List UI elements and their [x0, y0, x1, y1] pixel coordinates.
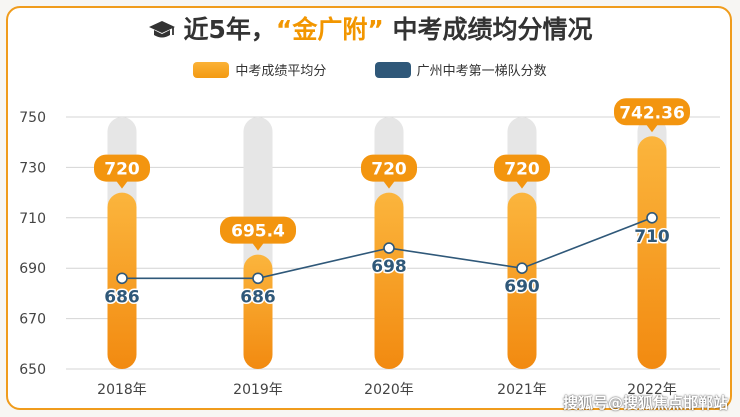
legend-swatch-average [193, 62, 230, 78]
title-suffix: 中考成绩均分情况 [383, 15, 593, 44]
y-tick-label: 690 [19, 261, 46, 277]
title-highlight: “金广附” [275, 15, 384, 44]
legend-item-average: 中考成绩平均分 [193, 60, 326, 79]
bar-value-bubble [220, 216, 296, 244]
x-tick-label: 2022年 [627, 382, 677, 398]
bar-value-label: 720 [371, 160, 407, 180]
x-tick-label: 2020年 [364, 382, 414, 398]
first-tier-point [252, 272, 264, 285]
first-tier-point [383, 242, 395, 254]
bar [243, 254, 273, 369]
first-tier-point [516, 262, 528, 275]
bar-value-label: 695.4 [231, 222, 285, 242]
bar-value-pointer [116, 180, 128, 189]
first-tier-value-label: 698 [371, 257, 407, 277]
y-tick-label: 710 [19, 211, 46, 227]
y-tick-label: 730 [19, 160, 46, 176]
bar-value-bubble [494, 154, 550, 182]
bar [374, 192, 404, 369]
bar-value-label: 742.36 [619, 103, 685, 123]
legend-swatch-first-tier [374, 62, 411, 78]
legend-label-first-tier: 广州中考第一梯队分数 [416, 64, 547, 79]
first-tier-value-label: 690 [504, 277, 540, 297]
bar-value-label: 720 [504, 160, 540, 180]
bar [637, 136, 667, 369]
graduation-cap-icon [148, 18, 176, 47]
bar-value-pointer [252, 242, 264, 251]
bar-value-label: 720 [104, 160, 140, 180]
first-tier-point [646, 212, 658, 224]
y-tick-label: 670 [19, 312, 46, 328]
bar [507, 192, 537, 369]
chart-title: 近5年，“金广附” 中考成绩均分情况 [0, 10, 740, 47]
y-tick-label: 650 [19, 362, 46, 378]
legend-item-first-tier: 广州中考第一梯队分数 [374, 60, 547, 79]
bar-value-pointer [383, 180, 395, 189]
bar-value-bubble [361, 154, 417, 182]
y-tick-label: 750 [19, 110, 46, 126]
bar-value-bubble [94, 154, 150, 182]
x-tick-label: 2019年 [233, 382, 283, 398]
first-tier-value-label: 686 [104, 287, 140, 307]
watermark: 搜狐号@搜狐焦点邯郸站 [562, 394, 728, 412]
legend-label-average: 中考成绩平均分 [235, 64, 327, 79]
first-tier-value-label: 710 [634, 227, 670, 247]
first-tier-value-label: 686 [240, 287, 276, 307]
chart-legend: 中考成绩平均分 广州中考第一梯队分数 [0, 60, 740, 79]
x-tick-label: 2018年 [97, 382, 147, 398]
x-tick-label: 2021年 [497, 382, 547, 398]
first-tier-point [116, 272, 128, 285]
bar-value-pointer [516, 180, 528, 189]
title-prefix: 近5年， [183, 15, 276, 44]
bar-value-pointer [646, 124, 658, 133]
bar-value-bubble [614, 98, 690, 126]
